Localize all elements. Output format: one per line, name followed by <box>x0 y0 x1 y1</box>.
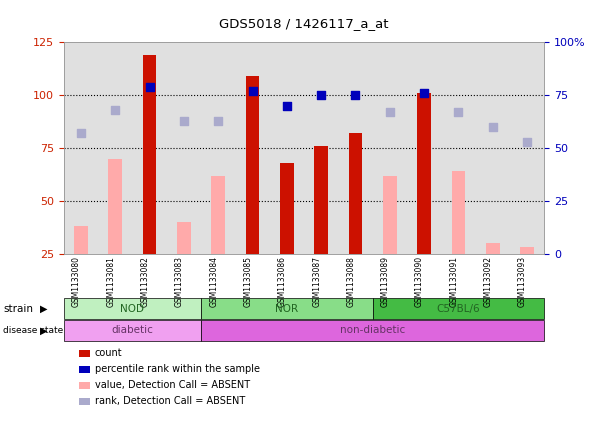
Bar <box>143 55 156 254</box>
Point <box>419 90 429 96</box>
Text: GSM1133088: GSM1133088 <box>347 256 356 307</box>
Text: strain: strain <box>3 304 33 314</box>
Text: disease state: disease state <box>3 326 63 335</box>
Text: GSM1133080: GSM1133080 <box>72 256 81 307</box>
Point <box>76 130 86 137</box>
Point <box>282 102 292 109</box>
Text: ▶: ▶ <box>40 325 47 335</box>
Bar <box>246 76 260 254</box>
Bar <box>108 159 122 254</box>
Bar <box>383 176 396 254</box>
Point <box>247 88 257 94</box>
Bar <box>452 171 465 254</box>
Text: GSM1133091: GSM1133091 <box>449 256 458 307</box>
Text: GSM1133089: GSM1133089 <box>381 256 390 307</box>
Text: count: count <box>95 348 122 358</box>
Text: GSM1133090: GSM1133090 <box>415 256 424 307</box>
Text: GSM1133093: GSM1133093 <box>518 256 527 307</box>
Text: GSM1133084: GSM1133084 <box>209 256 218 307</box>
Text: ▶: ▶ <box>40 304 47 314</box>
Text: GSM1133085: GSM1133085 <box>244 256 252 307</box>
Text: rank, Detection Call = ABSENT: rank, Detection Call = ABSENT <box>95 396 245 407</box>
Bar <box>177 222 191 254</box>
Text: C57BL/6: C57BL/6 <box>437 304 480 314</box>
Point <box>316 92 326 99</box>
Point <box>385 109 395 115</box>
Text: GSM1133086: GSM1133086 <box>278 256 287 307</box>
Bar <box>280 163 294 254</box>
Point <box>111 107 120 113</box>
Point <box>488 124 497 130</box>
Bar <box>486 243 500 254</box>
Bar <box>520 247 534 254</box>
Bar <box>417 93 431 254</box>
Text: diabetic: diabetic <box>111 325 153 335</box>
Point <box>213 117 223 124</box>
Text: GSM1133092: GSM1133092 <box>484 256 492 307</box>
Text: value, Detection Call = ABSENT: value, Detection Call = ABSENT <box>95 380 250 390</box>
Point <box>179 117 188 124</box>
Bar <box>212 176 225 254</box>
Text: NOD: NOD <box>120 304 145 314</box>
Text: GSM1133083: GSM1133083 <box>175 256 184 307</box>
Point <box>454 109 463 115</box>
Bar <box>74 226 88 254</box>
Point <box>522 138 532 145</box>
Text: GSM1133081: GSM1133081 <box>106 256 116 307</box>
Point <box>351 92 361 99</box>
Bar <box>314 146 328 254</box>
Bar <box>348 133 362 254</box>
Point <box>145 83 154 90</box>
Text: percentile rank within the sample: percentile rank within the sample <box>95 364 260 374</box>
Text: NOR: NOR <box>275 304 299 314</box>
Text: GSM1133082: GSM1133082 <box>140 256 150 307</box>
Text: GDS5018 / 1426117_a_at: GDS5018 / 1426117_a_at <box>219 17 389 30</box>
Text: non-diabetic: non-diabetic <box>340 325 406 335</box>
Text: GSM1133087: GSM1133087 <box>312 256 321 307</box>
